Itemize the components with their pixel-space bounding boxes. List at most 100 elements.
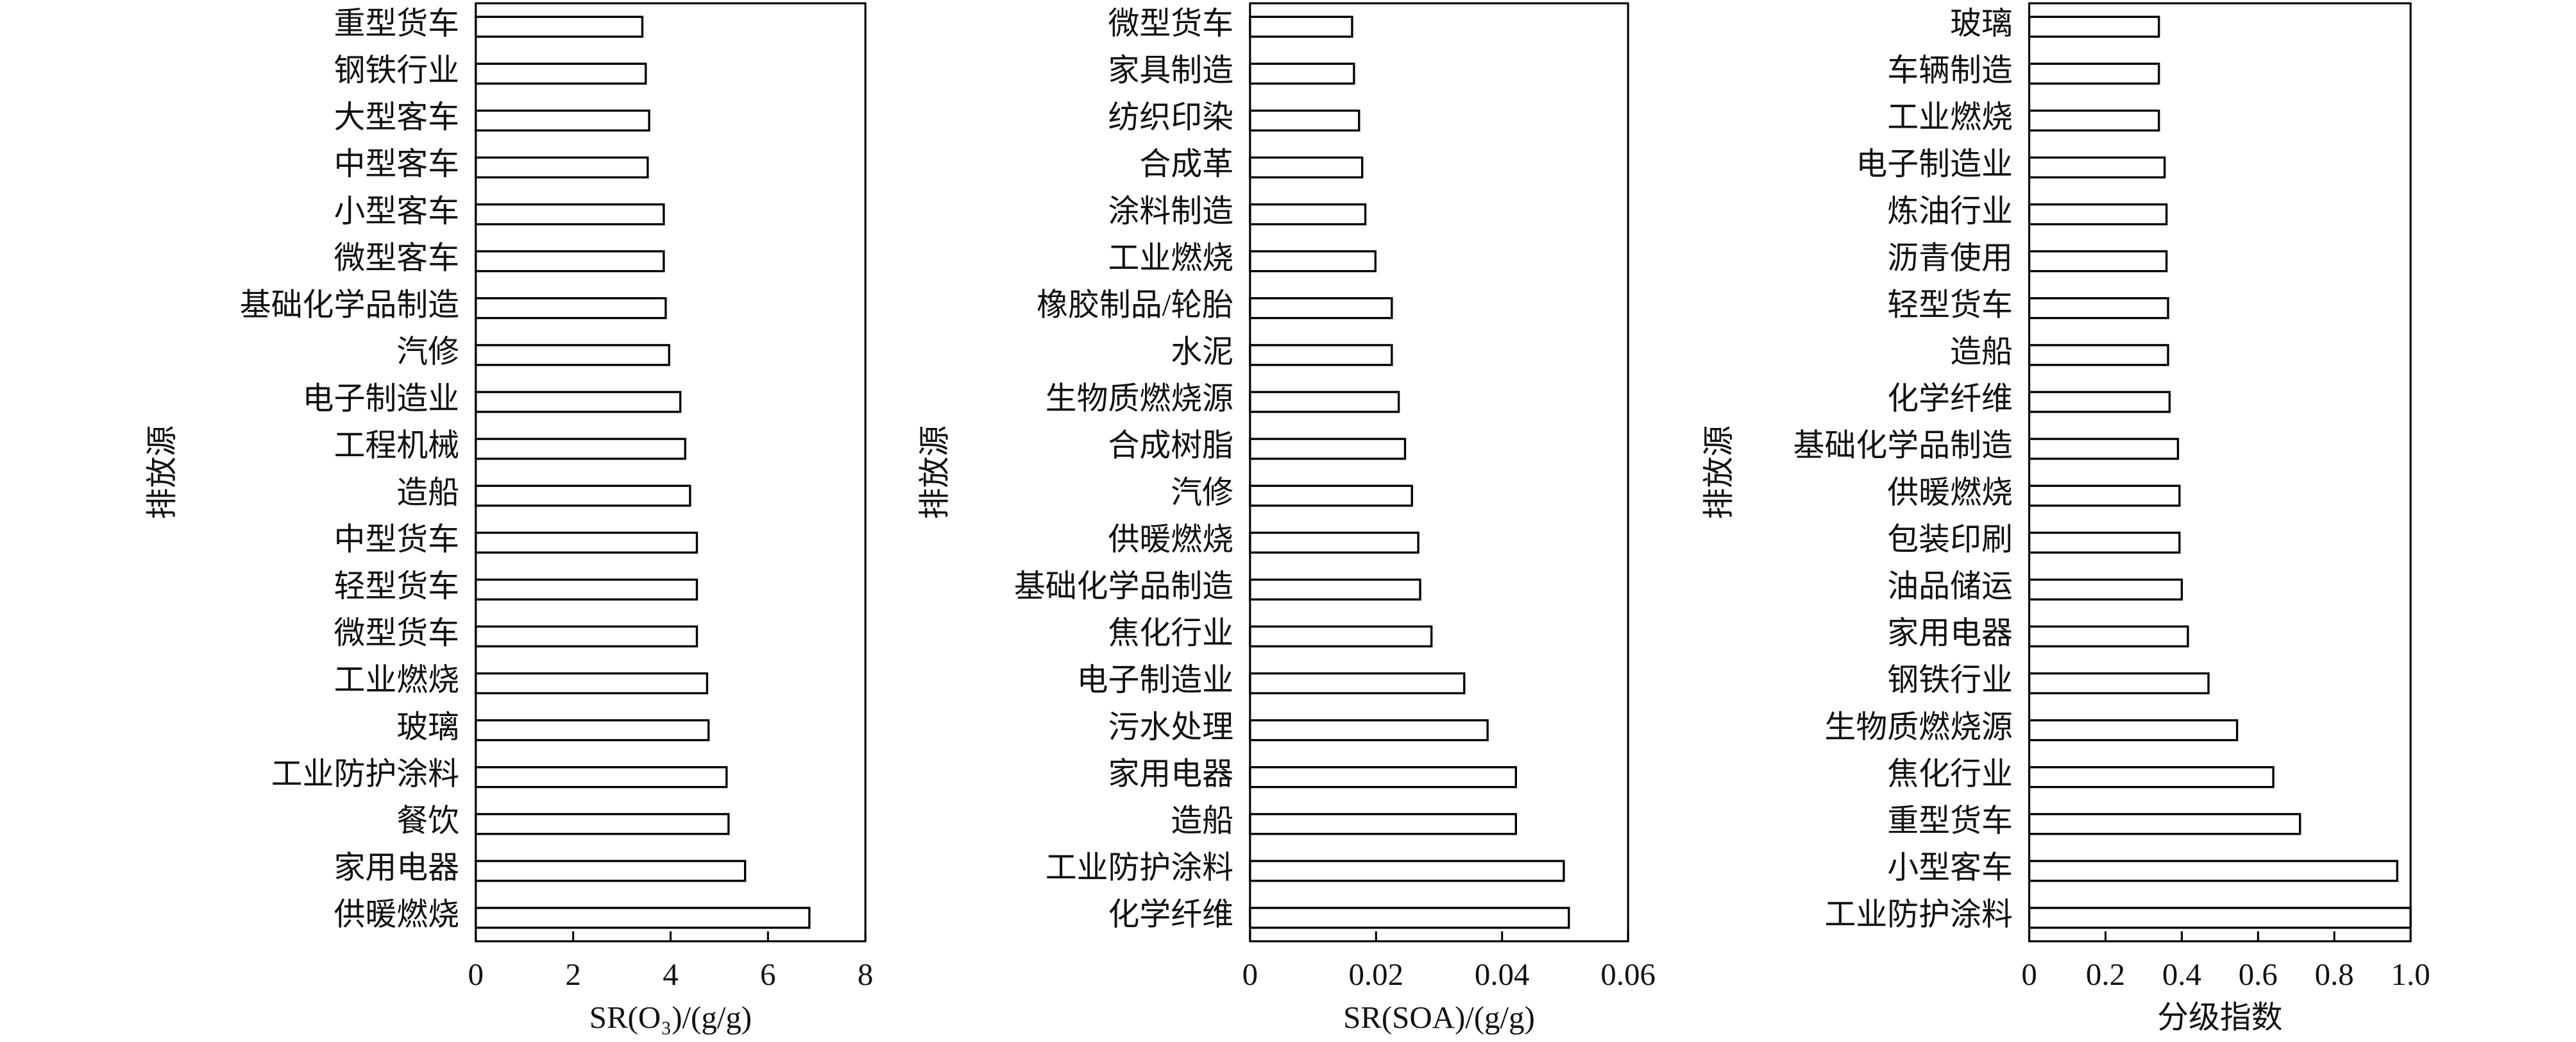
y-tick-label: 基础化学品制造 [1014, 568, 1233, 604]
bar [475, 203, 665, 226]
bar [1249, 625, 1433, 648]
x-tick-label: 1.0 [2391, 957, 2430, 992]
bar [2028, 250, 2168, 273]
bar [1249, 62, 1355, 85]
bar [1249, 860, 1565, 882]
bar [1249, 672, 1466, 695]
y-tick-label: 钢铁行业 [1887, 662, 2013, 697]
bar [1249, 109, 1360, 132]
y-tick-label: 小型客车 [334, 193, 459, 228]
y-axis-label: 排放源 [917, 425, 953, 520]
bar [2028, 672, 2210, 695]
bar [2028, 860, 2398, 882]
y-tick-label: 家具制造 [1108, 53, 1234, 88]
y-tick-label: 化学纤维 [1108, 897, 1234, 932]
bar [2028, 625, 2189, 648]
y-tick-label: 污水处理 [1108, 709, 1234, 744]
y-tick-label: 小型客车 [1887, 850, 2013, 885]
y-tick-label: 油品储运 [1887, 568, 2013, 604]
y-tick-label: 造船 [1171, 803, 1233, 838]
y-tick-label: 大型客车 [334, 99, 459, 135]
bar [2028, 203, 2168, 226]
x-tick-label: 0.2 [2086, 957, 2125, 992]
y-tick-label: 基础化学品制造 [1793, 428, 2013, 463]
x-tick-label: 0 [2021, 957, 2037, 992]
bar [475, 766, 728, 789]
bar [1249, 156, 1364, 179]
bar [1249, 203, 1367, 226]
y-tick-label: 基础化学品制造 [240, 287, 459, 322]
bar [1249, 344, 1393, 366]
x-tick-label: 4 [663, 957, 678, 992]
y-tick-label: 微型货车 [334, 615, 459, 651]
y-tick-label: 餐饮 [396, 803, 459, 838]
x-tick-label: 0.8 [2315, 957, 2354, 992]
y-tick-label: 微型货车 [1108, 6, 1234, 41]
bar [475, 578, 699, 601]
x-axis-label: 分级指数 [2157, 1000, 2283, 1035]
y-tick-label: 微型客车 [334, 240, 459, 275]
x-tick-label: 0.4 [2162, 957, 2201, 992]
x-tick-label: 0.06 [1600, 957, 1656, 992]
plot-frame [2028, 2, 2412, 943]
y-tick-label: 钢铁行业 [334, 53, 459, 88]
bar [1249, 391, 1400, 413]
bar [1249, 250, 1377, 273]
bar [475, 531, 699, 554]
y-tick-label: 工程机械 [334, 428, 459, 463]
bar [475, 438, 686, 460]
bar [475, 391, 682, 413]
y-tick-label: 涂料制造 [1108, 193, 1234, 228]
y-tick-label: 纺织印染 [1108, 99, 1234, 135]
y-tick-label: 焦化行业 [1108, 615, 1234, 651]
y-tick-label: 橡胶制品/轮胎 [1037, 287, 1233, 322]
bar [2028, 719, 2239, 742]
bar [475, 156, 649, 179]
y-tick-label: 供暖燃烧 [1108, 522, 1234, 557]
y-axis-label: 排放源 [1701, 425, 1736, 520]
y-tick-label: 电子制造业 [303, 381, 459, 416]
bar [2028, 15, 2160, 38]
x-axis-label: SR(O₃)/(g/g) [589, 1000, 752, 1035]
bar [2028, 438, 2180, 460]
bar [2028, 531, 2181, 554]
y-tick-label: 中型客车 [334, 146, 459, 182]
bar [2028, 766, 2275, 789]
bar [475, 109, 650, 132]
bar [2028, 62, 2160, 85]
bar [1249, 907, 1570, 929]
y-tick-label: 车辆制造 [1887, 53, 2013, 88]
y-tick-label: 工业燃烧 [1108, 240, 1234, 275]
y-tick-label: 重型货车 [1887, 803, 2013, 838]
y-tick-label: 炼油行业 [1887, 193, 2013, 228]
y-tick-label: 焦化行业 [1887, 756, 2013, 791]
y-tick-label: 汽修 [396, 334, 459, 370]
y-tick-label: 包装印刷 [1887, 522, 2013, 557]
bar [1249, 766, 1518, 789]
bar [475, 719, 710, 742]
bar [2028, 297, 2169, 320]
bar [2028, 578, 2183, 601]
bar [475, 15, 644, 38]
y-tick-label: 工业防护涂料 [1825, 897, 2013, 932]
y-tick-label: 玻璃 [1950, 6, 2013, 41]
bar [1249, 438, 1407, 460]
x-tick-label: 8 [858, 957, 873, 992]
bar [475, 344, 670, 366]
bar [1249, 531, 1419, 554]
bar [475, 813, 730, 835]
y-tick-label: 沥青使用 [1887, 240, 2013, 275]
y-tick-label: 供暖燃烧 [1887, 475, 2013, 510]
bar [1249, 297, 1393, 320]
bar [475, 907, 811, 929]
y-tick-label: 工业防护涂料 [1046, 850, 1233, 885]
y-tick-label: 生物质燃烧源 [1825, 709, 2013, 744]
bar [475, 672, 709, 695]
plot-frame [475, 2, 867, 943]
bar [475, 484, 691, 507]
y-tick-label: 重型货车 [334, 6, 459, 41]
y-tick-label: 玻璃 [396, 709, 459, 744]
y-tick-label: 供暖燃烧 [334, 897, 459, 932]
bar [475, 625, 699, 648]
